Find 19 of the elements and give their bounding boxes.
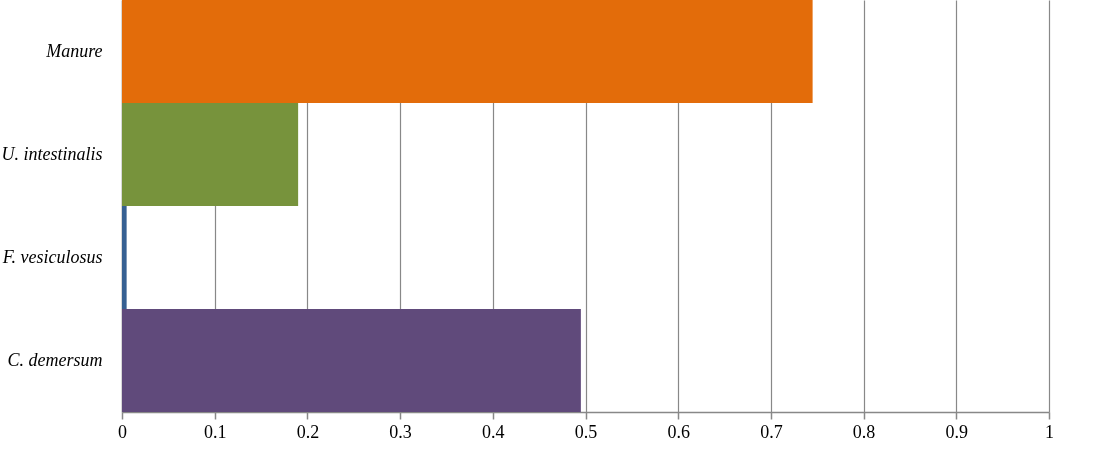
bar [122,309,581,412]
x-tick-label: 0.2 [296,421,320,442]
x-tick-label: 0.8 [852,421,876,442]
bar [122,0,813,103]
x-tick-label: 0.7 [760,421,783,442]
x-tick-label: 0.3 [389,421,412,442]
x-tick-label: 1 [1045,421,1054,442]
y-tick-label: Manure [45,40,103,61]
x-tick-label: 0.1 [203,421,227,442]
x-tick-label: 0.9 [945,421,969,442]
x-tick-label: 0.5 [574,421,598,442]
y-tick-label: C. demersum [7,349,103,370]
y-tick-label: F. vesiculosus [1,246,103,267]
x-tick-label: 0.6 [667,421,690,442]
x-tick-label: 0 [118,421,127,442]
y-tick-label: U. intestinalis [1,143,103,164]
bar [122,103,299,206]
x-tick-label: 0.4 [482,421,505,442]
bar [122,206,127,309]
